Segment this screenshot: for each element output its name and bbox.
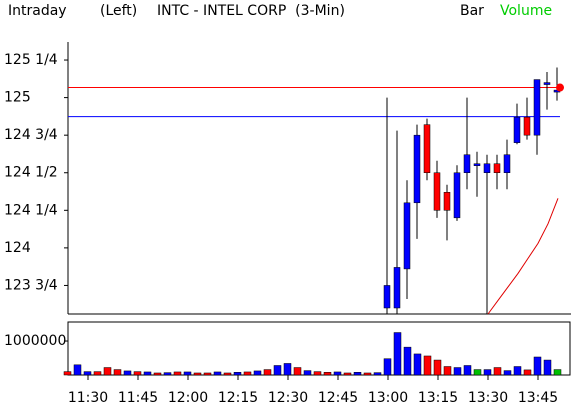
- candle-body: [543, 82, 551, 85]
- volume-bar: [423, 355, 432, 376]
- symbol: INTC - INTEL CORP (3-Min): [157, 3, 345, 19]
- y-tick-label: 125 1/4: [4, 52, 58, 68]
- candle-body: [513, 116, 521, 143]
- volume-bar: [263, 369, 272, 376]
- x-tick-label: 12:30: [268, 390, 308, 406]
- volume-bar: [403, 346, 412, 376]
- volume-tick-label: 1000000: [4, 333, 66, 349]
- volume-bar: [203, 372, 212, 376]
- volume-bar: [293, 367, 302, 376]
- volume-bar: [153, 372, 162, 376]
- volume-bar: [343, 372, 352, 376]
- candle-body: [493, 163, 501, 173]
- volume-bar: [413, 353, 422, 376]
- volume-bar: [113, 369, 122, 376]
- y-tick-label: 124 1/2: [4, 165, 58, 181]
- candle-body: [473, 163, 481, 166]
- y-tick-label: 124: [4, 240, 31, 256]
- y-tick-label: 124 3/4: [4, 127, 58, 143]
- y-tick-label: 125: [4, 90, 31, 106]
- volume-bar: [493, 367, 502, 376]
- volume-bar: [63, 371, 72, 376]
- volume-bar: [383, 358, 392, 376]
- x-tick-label: 13:15: [418, 390, 458, 406]
- volume-bar: [513, 366, 522, 376]
- volume-bar: [433, 359, 442, 376]
- volume-bar: [193, 372, 202, 376]
- x-tick-label: 13:00: [368, 390, 408, 406]
- volume-bar: [73, 364, 82, 376]
- candle-body: [503, 154, 511, 173]
- volume-bar: [223, 372, 232, 376]
- y-tick-label: 124 1/4: [4, 202, 58, 218]
- x-tick-label: 12:15: [218, 390, 258, 406]
- x-tick-label: 11:45: [118, 390, 158, 406]
- volume-bar: [163, 372, 172, 376]
- volume-bar: [463, 365, 472, 376]
- volume-bar: [543, 359, 552, 376]
- volume-bar: [103, 367, 112, 376]
- volume-bar: [123, 370, 132, 376]
- volume-bar: [503, 370, 512, 376]
- volume-bar: [133, 371, 142, 376]
- volume-bar: [273, 365, 282, 376]
- volume-bar: [323, 372, 332, 376]
- x-tick-label: 12:45: [318, 390, 358, 406]
- volume-bar: [533, 356, 542, 376]
- y-tick-label: 123 3/4: [4, 277, 58, 293]
- x-tick-label: 13:30: [468, 390, 508, 406]
- volume-bar: [523, 369, 532, 376]
- candle-body: [393, 267, 401, 309]
- volume-bar: [213, 371, 222, 376]
- x-tick-label: 12:00: [168, 390, 208, 406]
- volume-bar: [553, 369, 562, 376]
- volume-bar: [443, 366, 452, 376]
- last-marker: [556, 83, 564, 92]
- chart-style: Bar: [460, 3, 484, 19]
- volume-bar: [363, 372, 372, 376]
- volume-bar: [313, 371, 322, 376]
- volume-bar: [303, 370, 312, 376]
- volume-bar: [143, 371, 152, 376]
- volume-bar: [233, 372, 242, 376]
- study: Volume: [500, 3, 552, 19]
- volume-bar: [253, 370, 262, 376]
- candle-body: [523, 116, 531, 136]
- candle-body: [443, 192, 451, 211]
- volume-bar: [93, 371, 102, 376]
- candle-body: [383, 285, 391, 309]
- side: (Left): [100, 3, 137, 19]
- candle-body: [533, 79, 541, 136]
- volume-bar: [183, 371, 192, 376]
- volume-bar: [483, 369, 492, 376]
- candle-body: [423, 124, 431, 173]
- x-tick-label: 11:30: [68, 390, 108, 406]
- volume-bar: [373, 372, 382, 376]
- volume-bar: [453, 367, 462, 376]
- candle-body: [463, 154, 471, 173]
- candle-body: [403, 202, 411, 270]
- candle-body: [433, 172, 441, 211]
- overlay-line: [487, 198, 559, 315]
- mode: Intraday: [8, 3, 67, 19]
- volume-bar: [283, 363, 292, 376]
- candle-body: [413, 134, 421, 204]
- volume-frame: [67, 321, 571, 376]
- volume-bar: [473, 369, 482, 376]
- volume-bar: [333, 371, 342, 376]
- x-tick-label: 13:45: [518, 390, 558, 406]
- volume-bar: [83, 371, 92, 376]
- volume-bar: [353, 372, 362, 376]
- volume-bar: [243, 371, 252, 376]
- candle-body: [453, 172, 461, 219]
- candle-body: [483, 163, 491, 173]
- volume-bar: [393, 332, 402, 376]
- volume-bar: [173, 371, 182, 376]
